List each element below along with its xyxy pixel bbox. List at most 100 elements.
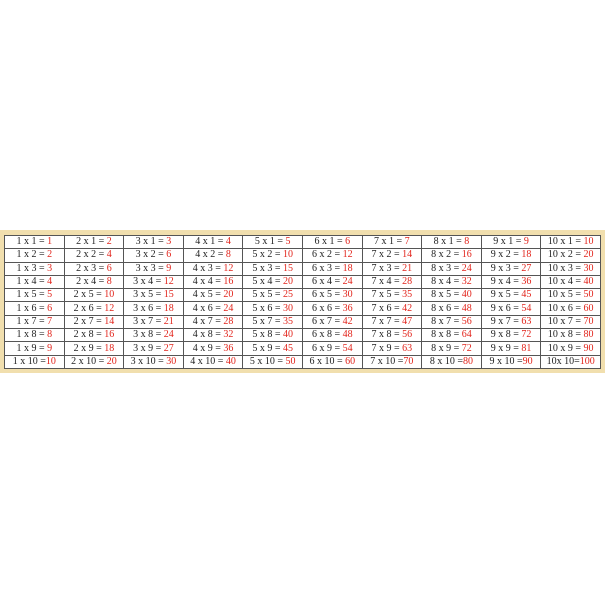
expression: 4 x 4 = <box>192 276 224 288</box>
table-cell: 1 x 7 = 7 <box>4 314 65 330</box>
result: 60 <box>583 302 594 314</box>
expression: 3 x 8 = <box>133 329 164 341</box>
table-cell: 1 x 8 = 8 <box>4 328 65 343</box>
expression: 9 x 2 = <box>490 249 522 261</box>
expression: 3 x 7 = <box>133 315 164 327</box>
expression: 4 x 3 = <box>192 262 224 274</box>
result: 18 <box>521 249 532 261</box>
result: 9 <box>166 262 172 274</box>
result: 24 <box>223 302 234 314</box>
expression: 6 x 7 = <box>311 315 343 327</box>
expression: 8 x 2 = <box>431 249 462 261</box>
expression: 8 x 6 = <box>431 302 462 314</box>
expression: 4 x 1 = <box>195 236 226 248</box>
result: 6 <box>47 302 53 314</box>
table-cell: 1 x 4 = 4 <box>4 274 65 290</box>
result: 50 <box>583 289 594 301</box>
result: 40 <box>583 276 594 288</box>
table-cell: 3 x 1 = 3 <box>123 234 184 250</box>
table-cell: 10x 10=100 <box>540 354 601 369</box>
table-cell: 4 x 10 = 40 <box>182 354 244 369</box>
expression: 10 x 8 = <box>547 329 584 341</box>
table-cell: 10 x 1 = 10 <box>540 234 601 250</box>
table-cell: 9 x 5 = 45 <box>480 288 542 303</box>
table-cell: 1 x 10 =10 <box>4 354 65 369</box>
table-cell: 7 x 8 = 56 <box>361 328 423 343</box>
expression: 4 x 5 = <box>192 289 224 301</box>
table-cell: 10 x 3 = 30 <box>540 261 601 276</box>
table-cell: 8 x 10 =80 <box>421 354 482 369</box>
result: 20 <box>282 276 293 288</box>
result: 35 <box>282 315 293 327</box>
table-cell: 8 x 1 = 8 <box>421 234 482 250</box>
result: 45 <box>521 289 532 301</box>
result: 10 <box>45 355 56 367</box>
table-cell: 8 x 3 = 24 <box>421 261 482 276</box>
table-cell: 4 x 2 = 8 <box>182 248 244 263</box>
expression: 3 x 1 = <box>135 236 167 248</box>
table-cell: 5 x 3 = 15 <box>242 261 303 276</box>
result: 72 <box>521 329 532 341</box>
result: 20 <box>583 249 594 261</box>
result: 28 <box>402 276 413 288</box>
result: 32 <box>461 276 472 288</box>
result: 14 <box>104 315 115 327</box>
expression: 2 x 4 = <box>76 276 107 288</box>
table-cell: 8 x 4 = 32 <box>421 274 482 290</box>
table-cell: 7 x 5 = 35 <box>361 288 423 303</box>
table-cell: 2 x 8 = 16 <box>63 328 125 343</box>
expression: 7 x 7 = <box>371 315 403 327</box>
expression: 10 x 9 = <box>547 342 584 354</box>
result: 30 <box>583 262 594 274</box>
result: 47 <box>402 315 413 327</box>
expression: 7 x 10 = <box>370 355 404 367</box>
table-cell: 4 x 1 = 4 <box>182 234 244 250</box>
result: 16 <box>223 276 234 288</box>
expression: 7 x 5 = <box>371 289 403 301</box>
result: 24 <box>163 329 174 341</box>
table-cell: 7 x 2 = 14 <box>361 248 423 263</box>
expression: 5 x 2 = <box>252 249 283 261</box>
expression: 3 x 10 = <box>130 355 167 367</box>
result: 64 <box>461 329 472 341</box>
result: 24 <box>461 262 472 274</box>
result: 5 <box>285 236 291 248</box>
table-cell: 9 x 7 = 63 <box>480 314 542 330</box>
expression: 4 x 7 = <box>192 315 224 327</box>
table-cell: 7 x 7 = 47 <box>361 314 423 330</box>
expression: 9 x 5 = <box>490 289 522 301</box>
result: 63 <box>521 315 532 327</box>
expression: 2 x 2 = <box>76 249 107 261</box>
table-cell: 4 x 4 = 16 <box>182 274 244 290</box>
result: 30 <box>342 289 353 301</box>
table-cell: 6 x 4 = 24 <box>301 274 363 290</box>
result: 10 <box>583 236 594 248</box>
table-cell: 4 x 8 = 32 <box>182 328 244 343</box>
table-cell: 3 x 5 = 15 <box>123 288 184 303</box>
table-row: 1 x 10 =10 2 x 10 = 20 3 x 10 = 30 4 x 10 =… <box>4 354 601 369</box>
result: 27 <box>163 342 174 354</box>
table-cell: 6 x 9 = 54 <box>301 341 363 356</box>
table-cell: 9 x 8 = 72 <box>480 328 542 343</box>
expression: 4 x 9 = <box>192 342 224 354</box>
table-cell: 6 x 6 = 36 <box>301 301 363 316</box>
table-cell: 6 x 7 = 42 <box>301 314 363 330</box>
table-cell: 5 x 10 = 50 <box>242 354 303 369</box>
table-cell: 2 x 4 = 8 <box>63 274 125 290</box>
result: 6 <box>345 236 351 248</box>
expression: 3 x 9 = <box>133 342 164 354</box>
expression: 6 x 9 = <box>311 342 343 354</box>
table-cell: 5 x 4 = 20 <box>242 274 303 290</box>
result: 12 <box>104 302 115 314</box>
expression: 6 x 3 = <box>311 262 343 274</box>
table-cell: 9 x 4 = 36 <box>480 274 542 290</box>
result: 30 <box>166 355 177 367</box>
expression: 3 x 3 = <box>135 262 167 274</box>
result: 2 <box>47 249 53 261</box>
result: 9 <box>47 342 53 354</box>
result: 28 <box>223 315 234 327</box>
table-cell: 4 x 5 = 20 <box>182 288 244 303</box>
